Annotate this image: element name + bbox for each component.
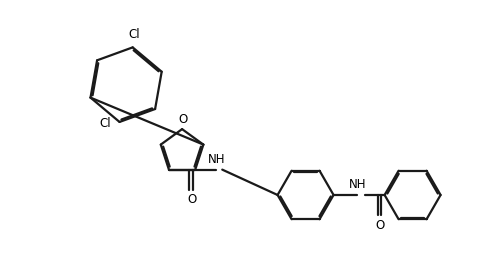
Text: O: O xyxy=(178,113,188,126)
Text: Cl: Cl xyxy=(100,117,111,130)
Text: O: O xyxy=(187,193,197,206)
Text: Cl: Cl xyxy=(128,28,140,41)
Text: NH: NH xyxy=(349,178,366,191)
Text: NH: NH xyxy=(208,153,226,166)
Text: O: O xyxy=(376,219,385,232)
